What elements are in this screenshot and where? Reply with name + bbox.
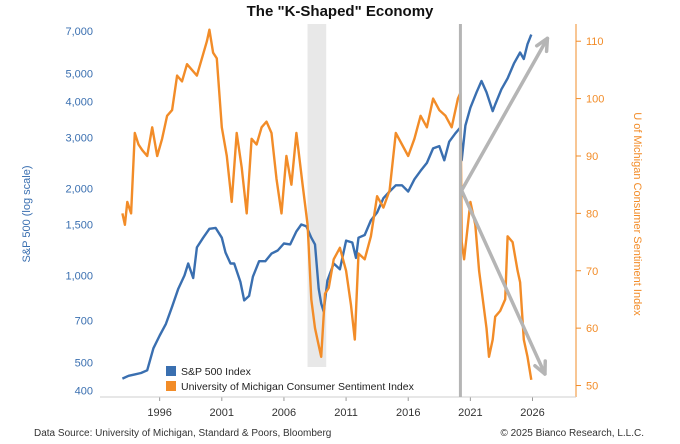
left-tick-label: 7,000 — [65, 26, 93, 38]
right-tick-label: 60 — [586, 323, 598, 335]
k-arrow-up — [459, 36, 550, 193]
series-layer — [121, 28, 533, 380]
legend-label-umich: University of Michigan Consumer Sentimen… — [181, 381, 415, 393]
chart-title: The "K-Shaped" Economy — [246, 3, 434, 20]
right-tick-label: 100 — [586, 94, 604, 106]
left-tick-label: 4,000 — [65, 96, 93, 108]
left-tick-label: 700 — [75, 315, 93, 327]
x-tick-label: 2016 — [396, 407, 420, 419]
x-tick-label: 2001 — [210, 407, 234, 419]
legend: S&P 500 Index University of Michigan Con… — [166, 366, 415, 393]
x-tick-label: 2011 — [334, 407, 358, 419]
left-tick-label: 2,000 — [65, 183, 93, 195]
left-axis-ticks: 400 500 700 1,000 1,500 2,000 3,000 4,000 5,000 7… — [65, 26, 93, 398]
left-tick-label: 400 — [75, 386, 93, 398]
right-axis-label: U of Michigan Consumer Sentiment Index — [631, 112, 643, 316]
right-tick-label: 90 — [586, 151, 598, 163]
x-tick-label: 2026 — [520, 407, 544, 419]
legend-swatch-sp500 — [166, 366, 176, 376]
legend-swatch-umich — [166, 381, 176, 391]
legend-label-sp500: S&P 500 Index — [181, 366, 252, 378]
left-tick-label: 500 — [75, 358, 93, 370]
sentiment-line — [121, 28, 533, 380]
x-tick-label: 2021 — [458, 407, 482, 419]
right-tick-label: 70 — [586, 266, 598, 278]
left-tick-label: 1,000 — [65, 270, 93, 282]
k-arrow-down-head — [533, 359, 547, 376]
x-tick-label: 1996 — [147, 407, 171, 419]
copyright-note: © 2025 Bianco Research, L.L.C. — [500, 428, 644, 439]
right-axis-ticks: 50 60 70 80 90 100 110 — [575, 24, 604, 397]
left-tick-label: 3,000 — [65, 132, 93, 144]
x-tick-label: 2006 — [272, 407, 296, 419]
k-arrows — [459, 36, 550, 376]
recession-shading — [307, 24, 327, 367]
left-tick-label: 5,000 — [65, 68, 93, 80]
left-axis-label: S&P 500 (log scale) — [21, 165, 33, 262]
right-tick-label: 50 — [586, 381, 598, 393]
right-tick-label: 80 — [586, 208, 598, 220]
left-tick-label: 1,500 — [65, 220, 93, 232]
right-tick-label: 110 — [586, 36, 604, 48]
k-arrow-down — [459, 188, 547, 376]
k-arrow-up-head — [534, 36, 550, 54]
data-source-note: Data Source: University of Michigan, Sta… — [34, 428, 332, 439]
x-axis-ticks: 1996 2001 2006 2011 2016 2021 2026 — [147, 397, 545, 419]
